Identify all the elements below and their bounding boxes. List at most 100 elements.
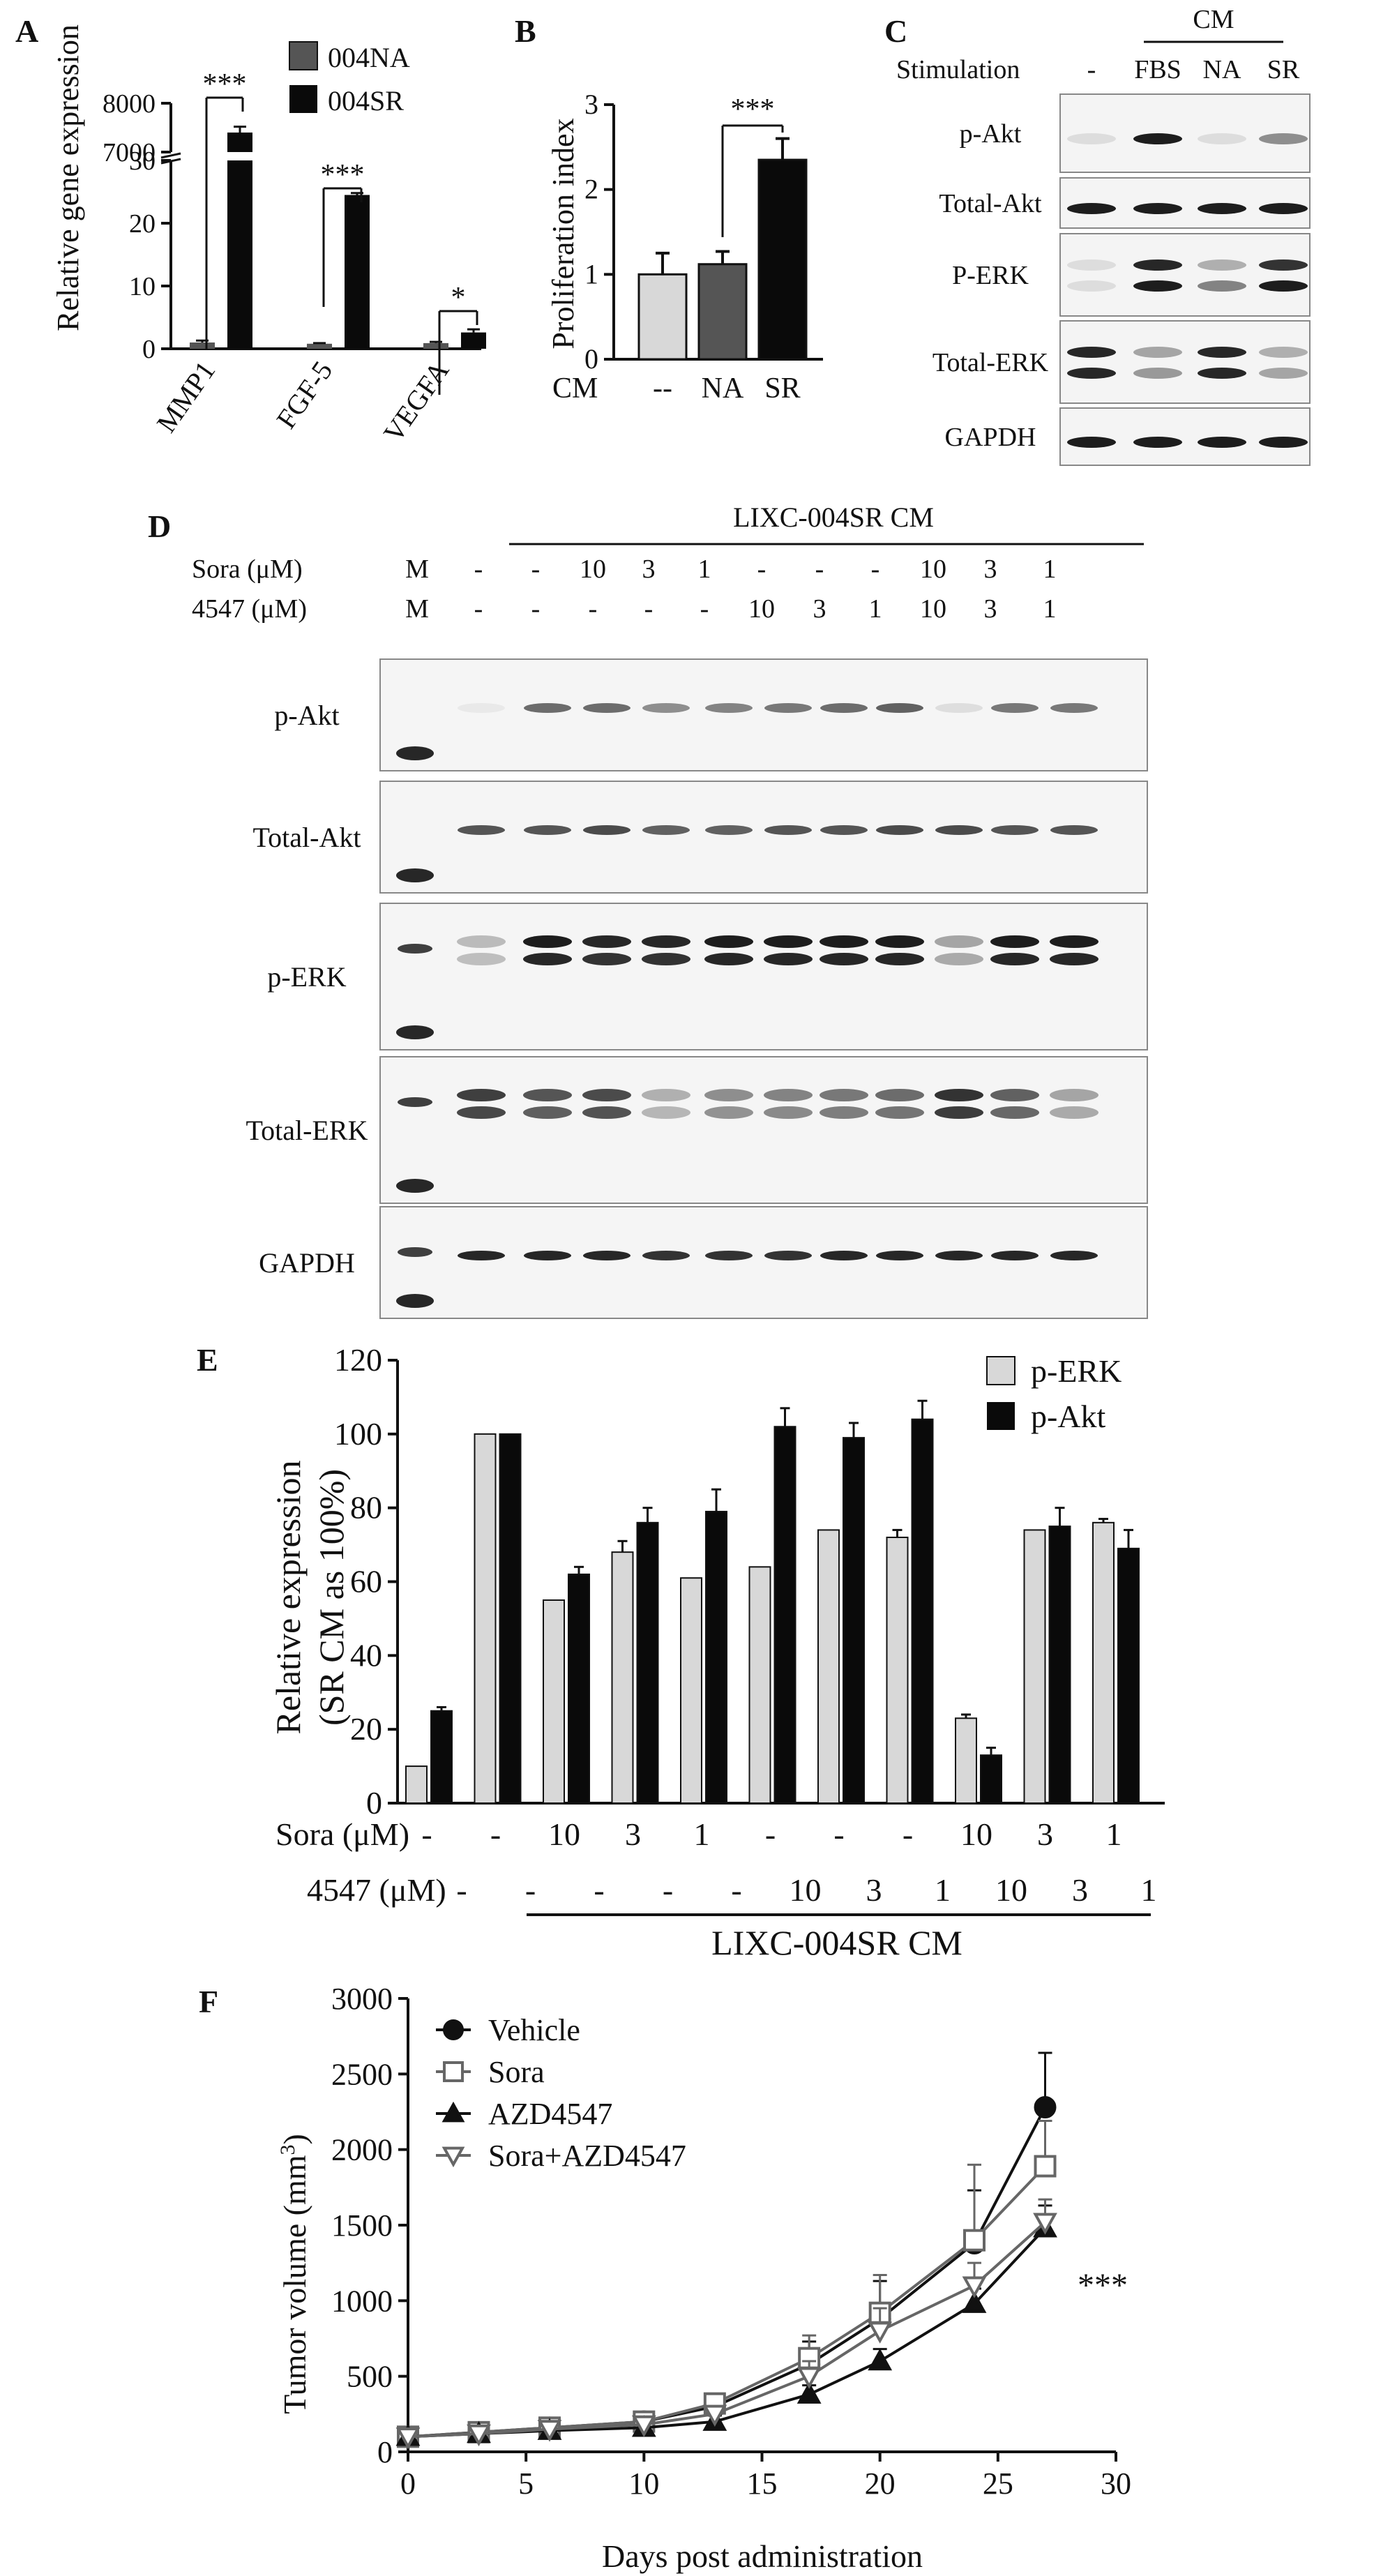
panel-a-significance: *******: [203, 68, 478, 395]
bar-p-erk: [1023, 1529, 1046, 1805]
sora-value: 3: [625, 1816, 641, 1852]
band: [764, 953, 813, 965]
marker-sora-azd4547: [1033, 2213, 1057, 2235]
legend-label-p-akt: p-Akt: [1031, 1399, 1106, 1434]
band: [704, 953, 753, 965]
band: [582, 1106, 631, 1119]
y-tick-label: 40: [350, 1637, 382, 1673]
sora-value: 10: [920, 555, 946, 584]
band: [582, 953, 631, 965]
panel-b-ylabel: Proliferation index: [546, 118, 580, 349]
bar-004na-fgf-5: [307, 343, 332, 349]
marker-sora-azd4547: [796, 2367, 822, 2389]
blot-label-p-akt: p-Akt: [960, 119, 1022, 149]
band: [991, 825, 1039, 835]
bar-004na-vegfa: [423, 342, 448, 349]
bar-p-akt: [773, 1426, 796, 1804]
bar-p-erk: [817, 1529, 840, 1805]
x-tick-label: SR: [764, 372, 800, 405]
azd4547-value: M: [405, 594, 429, 624]
azd4547-value: 10: [748, 594, 775, 624]
legend-swatch-004na: [289, 41, 318, 70]
azd4547-value: -: [589, 594, 598, 624]
bar-p-erk: [1092, 1521, 1115, 1804]
panel-letter-f: F: [199, 1984, 218, 2019]
band: [1133, 280, 1182, 292]
panel-b-axes: 0 1 2 3: [584, 89, 823, 375]
lane-label-sr: SR: [1267, 55, 1300, 84]
bar-004sr-mmp1: [227, 160, 252, 349]
band: [875, 1089, 924, 1101]
y-tick-label: 10: [129, 272, 156, 301]
band: [1050, 825, 1098, 835]
panel-c-stimulation-label: Stimulation: [896, 55, 1020, 84]
band: [1133, 203, 1182, 214]
y-tick-label: 1000: [331, 2284, 393, 2318]
legend-swatch-p-akt: [987, 1402, 1015, 1430]
marker-vehicle: [1034, 2096, 1057, 2118]
band: [935, 1106, 983, 1119]
azd4547-value: 1: [1141, 1872, 1157, 1908]
marker-sora-azd4547: [467, 2424, 491, 2447]
y-tick-label: 7000: [103, 138, 156, 167]
band: [764, 1251, 812, 1260]
blot-p-erk: [1059, 233, 1311, 317]
panel-b-x-labels: -- NA SR: [653, 372, 801, 405]
bar-p-akt: [980, 1754, 1002, 1804]
bar-004sr-vegfa: [461, 332, 486, 349]
y-tick-label: 3: [584, 89, 598, 120]
band: [1133, 347, 1182, 358]
bar-p-erk: [886, 1537, 909, 1804]
bar-p-akt: [636, 1521, 659, 1804]
band: [1198, 133, 1246, 144]
sig-stars: *: [451, 282, 466, 314]
band: [642, 703, 690, 713]
bar-p-akt: [911, 1418, 934, 1804]
band: [1198, 280, 1246, 292]
bar-p-erk: [474, 1433, 497, 1804]
sora-value: -: [474, 555, 483, 584]
band: [1067, 280, 1116, 292]
band: [764, 1106, 813, 1119]
blot-gapdh: [379, 1206, 1148, 1319]
y-tick-label: 1500: [331, 2208, 393, 2243]
panel-a-bars: [190, 126, 486, 349]
lane-label-na: NA: [1203, 55, 1241, 84]
band: [876, 703, 923, 713]
blot-p-erk: [379, 903, 1148, 1050]
sora-value: 1: [694, 1816, 710, 1852]
blot-total-akt: [1059, 177, 1311, 229]
x-tick-label: NA: [702, 372, 744, 405]
panel-e-bars: [405, 1399, 1140, 1805]
legend-marker-vehicle: [443, 2019, 464, 2040]
band: [1050, 935, 1098, 948]
bar-p-akt: [1048, 1526, 1071, 1804]
band: [1050, 703, 1098, 713]
band: [1067, 437, 1116, 448]
band: [705, 825, 753, 835]
sig-stars: ***: [731, 93, 775, 126]
blot-total-erk: [1059, 320, 1311, 404]
y-tick-label: 2000: [331, 2133, 393, 2167]
marker-azd4547: [962, 2291, 987, 2313]
band: [764, 1089, 813, 1101]
blot-label-p-erk: p-ERK: [267, 961, 346, 993]
azd4547-value: 3: [813, 594, 826, 624]
band: [704, 1089, 753, 1101]
band: [457, 953, 506, 965]
bar-p-akt: [843, 1437, 865, 1804]
marker-band: [396, 746, 434, 760]
y-tick-label: 2: [584, 174, 598, 205]
marker-sora: [1034, 2155, 1057, 2178]
marker-sora-azd4547: [537, 2420, 562, 2442]
y-tick-label: 3000: [331, 1982, 393, 2016]
y-tick-label: 20: [350, 1711, 382, 1747]
band: [705, 1251, 753, 1260]
band: [1067, 203, 1116, 214]
panel-f-series: [395, 2051, 1057, 2450]
marker-sora-azd4547: [631, 2415, 656, 2438]
band: [990, 953, 1039, 965]
band: [1259, 203, 1308, 214]
